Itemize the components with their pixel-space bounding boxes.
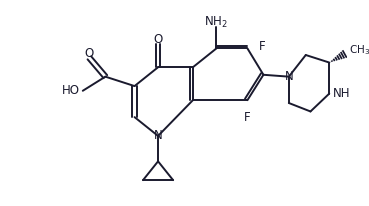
Text: NH$_2$: NH$_2$ <box>204 15 228 30</box>
Text: N: N <box>154 129 162 142</box>
Text: CH$_3$: CH$_3$ <box>349 43 369 57</box>
Text: O: O <box>85 47 94 60</box>
Text: N: N <box>284 70 293 83</box>
Text: F: F <box>244 111 251 124</box>
Text: O: O <box>154 33 163 46</box>
Text: NH: NH <box>333 87 351 100</box>
Text: HO: HO <box>62 84 80 97</box>
Text: F: F <box>259 40 266 53</box>
